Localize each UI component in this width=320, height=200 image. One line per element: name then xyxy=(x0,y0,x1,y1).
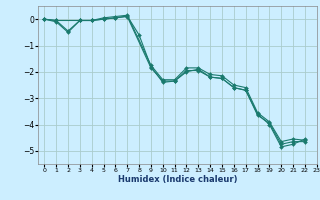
X-axis label: Humidex (Indice chaleur): Humidex (Indice chaleur) xyxy=(118,175,237,184)
